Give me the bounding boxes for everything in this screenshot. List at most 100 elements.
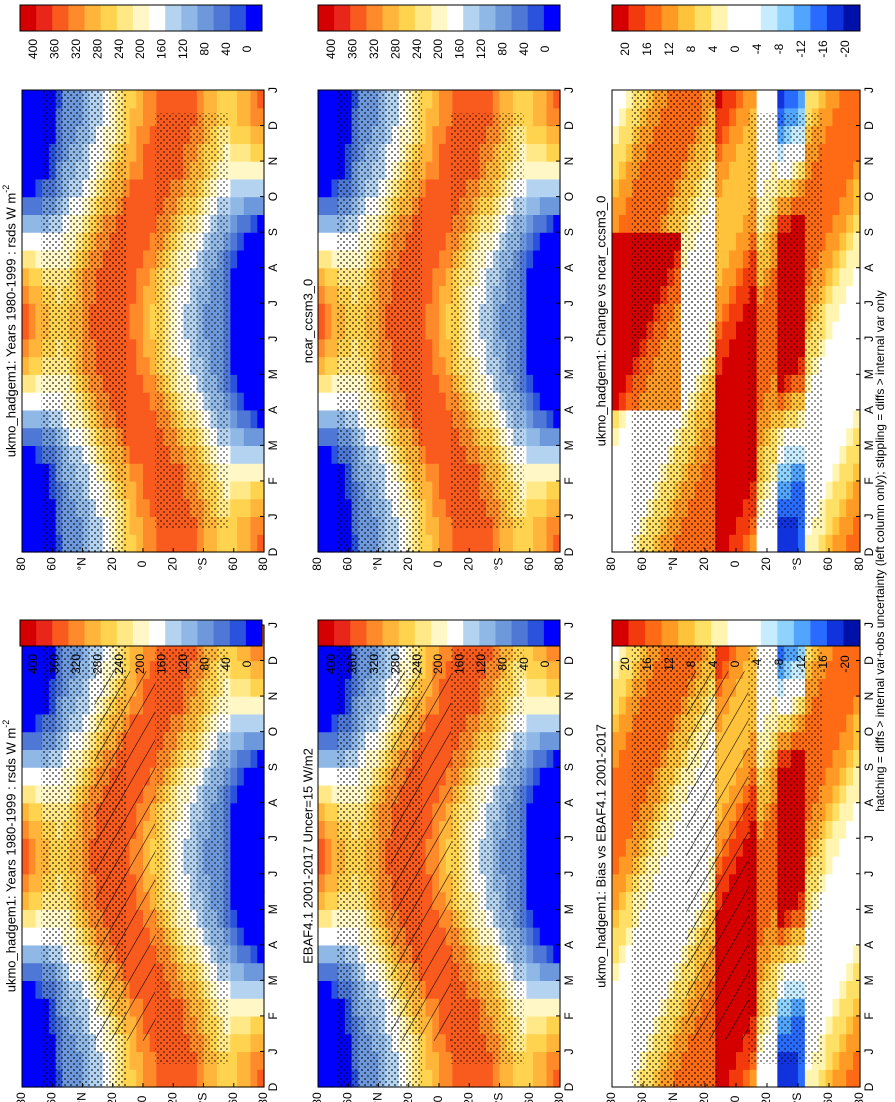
heatmap-cell <box>832 1015 840 1035</box>
heatmap-cell <box>533 143 541 162</box>
heatmap-cell <box>250 480 258 500</box>
heatmap-cell <box>22 962 30 981</box>
heatmap-cell <box>459 534 467 553</box>
x-tick-label: O <box>266 727 280 736</box>
heatmap-cell <box>143 374 151 393</box>
heatmap-cell <box>715 642 723 662</box>
stippling-overlay <box>155 648 228 1064</box>
heatmap-cell <box>839 873 847 893</box>
colorbar-label: 240 <box>410 654 424 674</box>
colorbar-label: 240 <box>112 39 126 59</box>
heatmap-cell <box>237 267 245 287</box>
colorbar-swatch <box>100 620 118 646</box>
heatmap-cell <box>439 356 447 375</box>
heatmap-cell <box>526 143 534 162</box>
heatmap-cell <box>618 962 627 981</box>
heatmap-cell <box>129 303 137 322</box>
heatmap-cell <box>825 909 834 928</box>
y-tick-label: 80 <box>552 1092 566 1102</box>
heatmap-cell <box>257 516 265 535</box>
heatmap-cell <box>625 962 634 981</box>
heatmap-cell <box>169 534 178 553</box>
heatmap-cell <box>526 409 534 429</box>
heatmap-cell <box>136 161 144 180</box>
heatmap-cell <box>425 161 433 180</box>
heatmap-cell <box>230 214 238 233</box>
heatmap-cell <box>432 374 440 393</box>
heatmap-cell <box>318 749 326 768</box>
heatmap-cell <box>825 998 834 1017</box>
heatmap-cell <box>324 427 333 446</box>
heatmap-cell <box>243 107 252 127</box>
heatmap-cell <box>257 285 265 304</box>
heatmap-cell <box>257 196 265 215</box>
heatmap-cell <box>832 767 840 786</box>
heatmap-cell <box>425 534 433 553</box>
colorbar-label: 120 <box>176 39 190 59</box>
heatmap-cell <box>526 445 534 464</box>
x-tick-label: A <box>266 264 280 272</box>
heatmap-cell <box>546 232 554 251</box>
colorbar-swatch <box>711 620 729 646</box>
heatmap-cell <box>129 107 137 127</box>
heatmap-cell <box>736 1069 744 1088</box>
heatmap-cell <box>777 1069 785 1088</box>
heatmap-cell <box>22 338 30 358</box>
heatmap-cell <box>216 1069 225 1088</box>
heatmap-cell <box>839 767 847 786</box>
heatmap-cell <box>318 498 326 518</box>
heatmap-cell <box>439 143 447 162</box>
heatmap-cell <box>418 303 427 322</box>
heatmap-cell <box>129 498 137 518</box>
heatmap-cell <box>432 214 440 233</box>
heatmap-cell <box>149 249 158 269</box>
heatmap-cell <box>526 516 534 535</box>
heatmap-cell <box>612 1033 620 1053</box>
heatmap-cell <box>439 534 447 553</box>
heatmap-cell <box>237 642 245 662</box>
heatmap-cell <box>22 303 30 322</box>
heatmap-cell <box>149 267 158 287</box>
heatmap-cell <box>432 480 440 500</box>
heatmap-cell <box>832 998 840 1017</box>
heatmap-cell <box>553 232 561 251</box>
heatmap-cell <box>533 392 541 411</box>
colorbar-swatch <box>727 620 745 646</box>
heatmap-cell <box>418 516 427 535</box>
heatmap-cell <box>243 498 252 518</box>
heatmap-cell <box>425 214 433 233</box>
heatmap-cell <box>318 90 326 109</box>
heatmap-cell <box>445 125 454 144</box>
heatmap-cell <box>418 1069 427 1088</box>
heatmap-cell <box>418 90 427 109</box>
y-tick-label: 60 <box>44 1092 58 1102</box>
heatmap-cell <box>553 178 561 198</box>
heatmap-cell <box>526 125 534 144</box>
heatmap-cell <box>216 90 225 109</box>
heatmap-cell <box>143 107 151 127</box>
heatmap-cell <box>183 534 191 553</box>
x-tick-label: J <box>562 1048 576 1054</box>
heatmap-cell <box>324 125 333 144</box>
heatmap-cell <box>526 232 534 251</box>
colorbar-swatch <box>245 620 263 646</box>
heatmap-cell <box>418 107 427 127</box>
heatmap-cell <box>331 90 339 109</box>
heatmap-cell <box>22 944 30 964</box>
colorbar-swatch <box>382 620 400 646</box>
heatmap-cell <box>22 856 30 875</box>
heatmap-cell <box>250 998 258 1017</box>
heatmap-cell <box>839 891 847 910</box>
heatmap-cell <box>257 856 265 875</box>
heatmap-cell <box>129 642 137 662</box>
colorbar-label: 200 <box>431 654 445 674</box>
heatmap-cell <box>129 374 137 393</box>
heatmap-cell <box>853 784 861 804</box>
heatmap-cell <box>122 178 131 198</box>
colorbar-frame <box>611 619 861 647</box>
heatmap-cell <box>22 1051 30 1070</box>
heatmap-cell <box>839 838 847 857</box>
heatmap-cell <box>553 498 561 518</box>
heatmap-cell <box>22 143 30 162</box>
heatmap-cell <box>176 1069 184 1088</box>
